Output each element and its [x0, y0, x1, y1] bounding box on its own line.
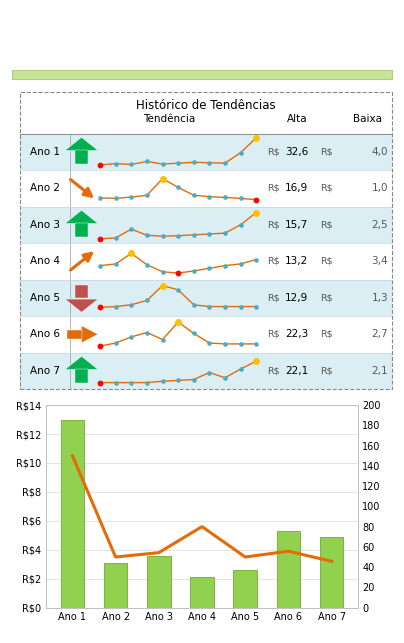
Text: R$: R$: [320, 293, 333, 302]
Text: 2,5: 2,5: [372, 220, 388, 230]
Bar: [75, 285, 88, 298]
Text: Ano 7: Ano 7: [30, 366, 61, 376]
Text: Tendência: Tendência: [143, 114, 195, 124]
Bar: [75, 150, 88, 163]
Text: R$: R$: [320, 184, 333, 193]
Bar: [104, 563, 128, 608]
Text: Histórico de Tendências: Histórico de Tendências: [136, 100, 276, 113]
Text: Ano 5: Ano 5: [30, 293, 61, 303]
Text: Ano 1: Ano 1: [30, 147, 61, 157]
Text: 15,7: 15,7: [285, 220, 308, 230]
Text: 2,7: 2,7: [372, 329, 388, 340]
Text: R$: R$: [267, 221, 280, 230]
Text: 13,2: 13,2: [285, 257, 308, 266]
Polygon shape: [82, 326, 98, 343]
Text: R$: R$: [320, 147, 333, 156]
Bar: [20, 134, 392, 170]
Bar: [75, 369, 88, 383]
Bar: [190, 577, 214, 608]
Text: 1,3: 1,3: [372, 293, 388, 303]
Text: R$: R$: [267, 330, 280, 339]
Text: 16,9: 16,9: [285, 183, 308, 194]
Bar: [234, 570, 257, 608]
Text: Ano 4: Ano 4: [30, 257, 61, 266]
Text: 3,4: 3,4: [372, 257, 388, 266]
Text: Baixa: Baixa: [353, 114, 382, 124]
Text: Ano 2: Ano 2: [30, 183, 61, 194]
Text: Ano 6: Ano 6: [30, 329, 61, 340]
Polygon shape: [65, 210, 98, 224]
Text: 32,6: 32,6: [285, 147, 308, 157]
Text: 22,1: 22,1: [285, 366, 308, 376]
Polygon shape: [65, 299, 98, 312]
Polygon shape: [65, 138, 98, 150]
Bar: [20, 352, 392, 389]
Bar: [67, 330, 82, 339]
Text: R$: R$: [320, 257, 333, 266]
Text: R$: R$: [267, 257, 280, 266]
Bar: [12, 71, 392, 79]
Text: 22,3: 22,3: [285, 329, 308, 340]
Bar: [20, 206, 392, 243]
Bar: [20, 280, 392, 316]
Bar: [320, 537, 343, 608]
Bar: [61, 420, 84, 608]
Text: 4,0: 4,0: [372, 147, 388, 157]
Bar: [75, 223, 88, 237]
Text: 1,0: 1,0: [372, 183, 388, 194]
Text: 12,9: 12,9: [285, 293, 308, 303]
Text: R$: R$: [320, 330, 333, 339]
Text: R$: R$: [267, 367, 280, 376]
Text: R$: R$: [320, 367, 333, 376]
Text: R$: R$: [267, 184, 280, 193]
Bar: [147, 556, 170, 608]
Text: R$: R$: [267, 147, 280, 156]
Polygon shape: [65, 356, 98, 370]
Text: R$: R$: [267, 293, 280, 302]
Text: R$: R$: [320, 221, 333, 230]
Text: 2,1: 2,1: [372, 366, 388, 376]
Bar: [276, 531, 300, 608]
Text: Planilha: Planilha: [18, 11, 169, 44]
Text: Ano 3: Ano 3: [30, 220, 61, 230]
Text: Alta: Alta: [287, 114, 307, 124]
